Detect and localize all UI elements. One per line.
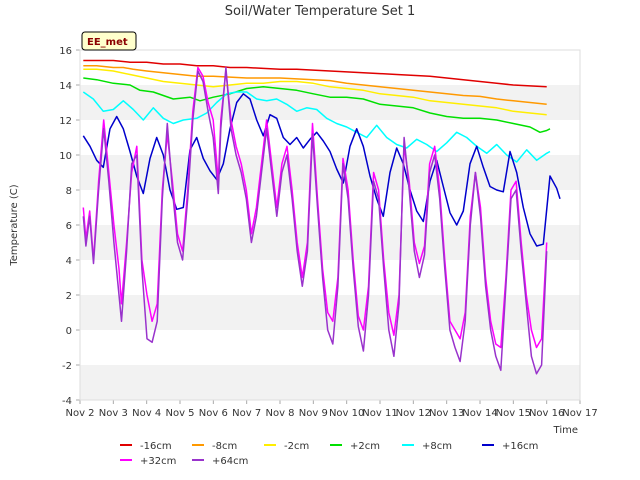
series-line-8cm: [83, 65, 547, 106]
y-tick-label: 2: [66, 291, 72, 302]
grid-band: [80, 365, 580, 400]
legend-label: -2cm: [284, 441, 309, 452]
y-tick-label: 8: [66, 186, 72, 197]
x-tick-label: Nov 4: [132, 408, 161, 419]
legend-item: +16cm: [482, 441, 538, 452]
y-axis-ticks: -4 -2 0 2 4 6 8 10 12 14 16: [59, 46, 80, 407]
y-tick-label: 14: [59, 81, 72, 92]
legend-item: -2cm: [264, 441, 309, 452]
legend-item: -8cm: [192, 441, 237, 452]
station-badge: EE_met: [81, 31, 137, 51]
plot-frame: [79, 49, 581, 401]
legend-label: +8cm: [422, 441, 452, 452]
x-tick-label: Nov 9: [299, 408, 328, 419]
x-axis-label: Time: [553, 425, 578, 436]
x-tick-label: Nov 5: [165, 408, 194, 419]
y-tick-label: 0: [66, 326, 72, 337]
series-line-8cm: [82, 91, 551, 163]
series-line-2cm: [83, 77, 551, 134]
legend-label: +64cm: [212, 456, 248, 467]
y-axis-label: Temperature (C): [9, 184, 20, 266]
y-tick-label: 10: [59, 151, 72, 162]
y-tick-label: 16: [59, 46, 72, 57]
grid-band: [80, 295, 580, 330]
legend-label: +32cm: [140, 456, 176, 467]
x-tick-label: Nov 11: [362, 408, 397, 419]
x-tick-label: Nov 3: [99, 408, 128, 419]
x-tick-label: Nov 7: [232, 408, 261, 419]
y-tick-label: 12: [59, 116, 72, 127]
legend-label: -16cm: [140, 441, 172, 452]
series-line-64cm: [82, 66, 548, 375]
grid-band: [80, 85, 580, 120]
legend-label: -8cm: [212, 441, 237, 452]
grid-band: [80, 225, 580, 260]
legend: -16cm -8cm -2cm +2cm +8cm +16cm +32cm +64cm: [120, 441, 538, 467]
station-badge-text: EE_met: [87, 37, 128, 48]
series-line-16cm: [82, 93, 561, 247]
x-tick-label: Nov 13: [429, 408, 464, 419]
x-tick-label: Nov 6: [199, 408, 228, 419]
x-tick-label: Nov 10: [329, 408, 364, 419]
legend-item: -16cm: [120, 441, 172, 452]
legend-label: +16cm: [502, 441, 538, 452]
y-tick-label: 6: [66, 221, 72, 232]
y-tick-label: -2: [62, 361, 72, 372]
legend-label: +2cm: [350, 441, 380, 452]
legend-item: +64cm: [192, 456, 248, 467]
y-tick-label: 4: [66, 256, 72, 267]
x-tick-label: Nov 2: [65, 408, 94, 419]
chart-title: Soil/Water Temperature Set 1: [225, 4, 416, 19]
x-tick-label: Nov 16: [529, 408, 564, 419]
series-lines: [82, 59, 561, 375]
legend-item: +32cm: [120, 456, 176, 467]
x-axis-ticks: Nov 2 Nov 3 Nov 4 Nov 5 Nov 6 Nov 7 Nov 8 Nov 9…: [65, 400, 598, 419]
x-tick-label: Nov 12: [396, 408, 431, 419]
legend-item: +8cm: [402, 441, 452, 452]
series-line-2cm: [83, 68, 547, 116]
legend-item: +2cm: [330, 441, 380, 452]
x-tick-label: Nov 17: [562, 408, 597, 419]
y-tick-label: -4: [62, 396, 72, 407]
x-tick-label: Nov 8: [265, 408, 294, 419]
series-line-16cm: [83, 59, 547, 88]
x-tick-label: Nov 15: [496, 408, 531, 419]
x-tick-label: Nov 14: [462, 408, 497, 419]
grid-bands: [80, 85, 580, 400]
